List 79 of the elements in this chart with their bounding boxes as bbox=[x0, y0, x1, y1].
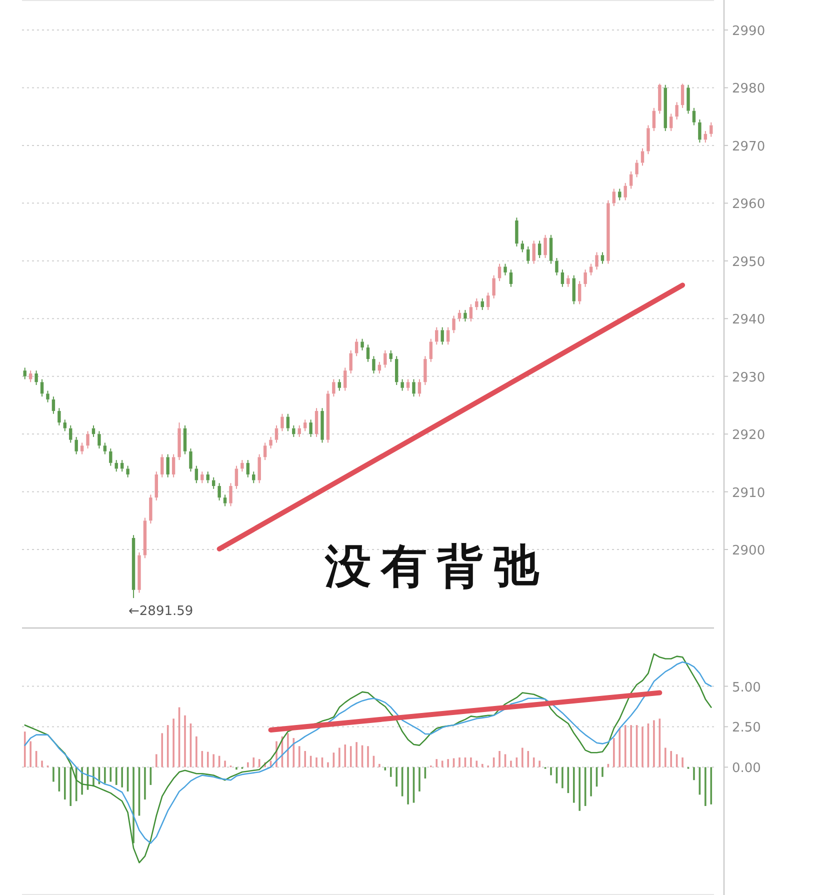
candlestick bbox=[309, 419, 312, 438]
y-tick-label: 2910 bbox=[732, 486, 766, 501]
candlestick bbox=[584, 269, 587, 288]
candlestick bbox=[675, 102, 678, 120]
candlestick bbox=[372, 356, 376, 374]
candlestick bbox=[240, 460, 244, 472]
candlestick bbox=[292, 424, 296, 438]
candlestick bbox=[595, 252, 598, 270]
y-tick-label: 2900 bbox=[732, 544, 766, 558]
candlestick bbox=[154, 471, 158, 501]
candlestick bbox=[86, 430, 90, 449]
candlestick bbox=[692, 107, 696, 126]
candlestick bbox=[680, 83, 684, 108]
candlestick bbox=[464, 309, 467, 322]
candlestick bbox=[332, 378, 336, 398]
y-tick-label: 2920 bbox=[732, 428, 766, 444]
candlestick bbox=[400, 378, 404, 392]
candlestick bbox=[183, 424, 187, 455]
candlestick bbox=[698, 118, 702, 144]
candlestick bbox=[218, 482, 221, 501]
y-tick-label: 2990 bbox=[732, 24, 766, 40]
candlestick bbox=[80, 442, 84, 455]
candlestick bbox=[74, 436, 78, 455]
candlestick bbox=[469, 304, 473, 322]
annotation: ←2891.59 bbox=[128, 604, 194, 620]
candlestick bbox=[394, 356, 398, 386]
candlestick bbox=[538, 240, 542, 259]
y-tick-label: 2940 bbox=[732, 312, 766, 328]
candlestick bbox=[475, 298, 478, 310]
candlestick bbox=[544, 234, 547, 259]
candlestick bbox=[366, 344, 370, 362]
candlestick bbox=[424, 356, 427, 386]
y-tick-label: 2930 bbox=[732, 370, 766, 386]
candlestick bbox=[555, 258, 558, 276]
candlestick bbox=[40, 378, 44, 398]
candlestick bbox=[549, 234, 553, 264]
candlestick bbox=[109, 448, 112, 466]
candlestick bbox=[338, 378, 342, 392]
y-tick-label: 2970 bbox=[732, 139, 766, 154]
y-tick-label: 2980 bbox=[732, 82, 766, 97]
candlestick bbox=[132, 534, 136, 599]
candlestick bbox=[269, 436, 272, 449]
y-tick-label: 5.00 bbox=[732, 680, 761, 696]
candlestick bbox=[103, 442, 107, 455]
candlestick bbox=[560, 269, 564, 288]
candlestick bbox=[618, 188, 622, 201]
candlestick bbox=[624, 182, 627, 201]
candlestick bbox=[710, 122, 713, 138]
candlestick bbox=[612, 188, 616, 207]
candlestick bbox=[486, 292, 490, 310]
candlestick bbox=[263, 442, 267, 461]
candlestick bbox=[189, 448, 192, 472]
candlestick bbox=[246, 460, 250, 478]
y-tick-label: 0.00 bbox=[732, 761, 761, 776]
candlestick bbox=[178, 422, 181, 461]
candlestick bbox=[412, 378, 416, 398]
y-tick-label: 2960 bbox=[732, 197, 766, 212]
candlestick bbox=[600, 252, 604, 264]
candlestick bbox=[149, 494, 152, 524]
candlestick bbox=[418, 378, 422, 398]
candlestick bbox=[314, 408, 318, 438]
candlestick bbox=[344, 367, 347, 392]
candlestick bbox=[349, 350, 352, 374]
candlestick bbox=[138, 552, 141, 594]
candlestick bbox=[58, 408, 61, 426]
candlestick bbox=[52, 396, 56, 414]
candlestick bbox=[452, 315, 456, 334]
candlestick bbox=[526, 246, 530, 264]
candlestick bbox=[515, 217, 518, 247]
candlestick bbox=[98, 430, 101, 449]
candlestick bbox=[652, 107, 656, 132]
y-tick-label: 2950 bbox=[732, 254, 766, 270]
annotation: 没有背弛 bbox=[324, 539, 549, 593]
candlestick bbox=[34, 370, 38, 386]
candlestick bbox=[406, 378, 410, 392]
candlestick bbox=[532, 240, 536, 264]
candlestick bbox=[509, 269, 513, 288]
candlestick bbox=[670, 113, 673, 132]
y-tick-label: 2.50 bbox=[732, 720, 761, 736]
